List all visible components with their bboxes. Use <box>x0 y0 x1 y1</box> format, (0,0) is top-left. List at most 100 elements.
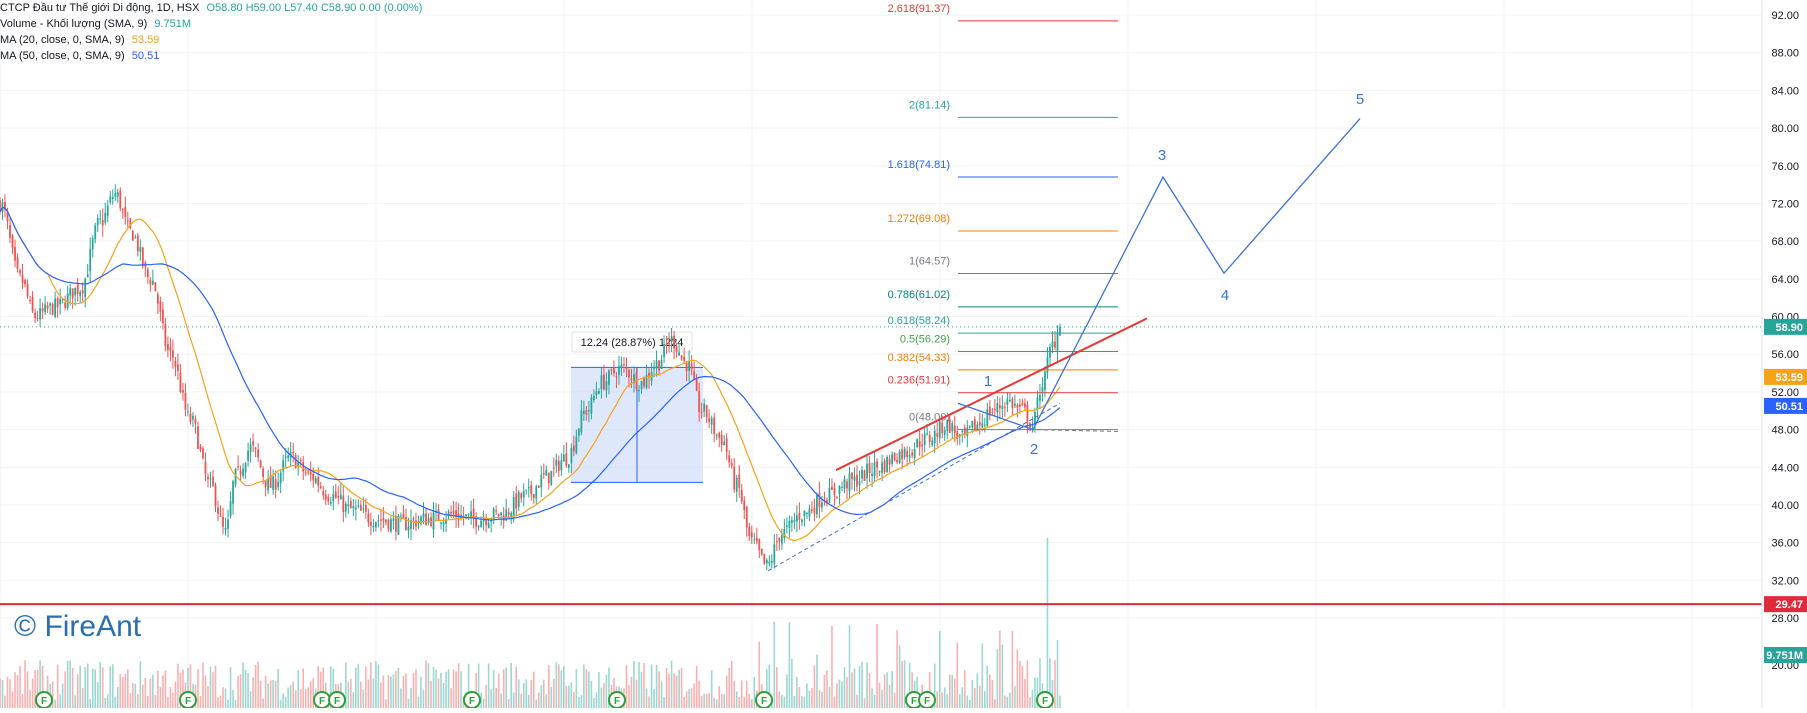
candle-body <box>587 410 590 412</box>
candle-body <box>698 390 701 413</box>
support-trendline <box>767 402 1061 572</box>
volume-bar <box>989 674 991 708</box>
price-badge: 29.47 <box>1764 596 1807 613</box>
volume-bar <box>713 697 715 708</box>
elliott-wave-label: 2 <box>1030 441 1038 458</box>
candle-body <box>309 472 312 475</box>
volume-bar <box>307 687 310 708</box>
candle <box>705 404 708 424</box>
volume-bar <box>941 692 944 708</box>
candle-body <box>74 287 77 296</box>
candle-body <box>733 466 736 490</box>
candle <box>520 491 523 503</box>
candle <box>114 184 117 201</box>
candle <box>868 456 871 483</box>
candle <box>663 335 665 363</box>
candle-body <box>708 418 711 422</box>
candle <box>700 402 703 419</box>
candle <box>26 279 29 299</box>
volume-bar <box>64 671 66 708</box>
candle-body <box>307 471 310 473</box>
candle <box>111 189 114 205</box>
candle-body <box>863 470 866 481</box>
candle-body <box>572 445 575 452</box>
candle <box>74 287 77 306</box>
candle <box>916 438 919 449</box>
candle-body <box>262 468 265 477</box>
candle <box>843 475 846 494</box>
volume-bar <box>410 687 412 708</box>
candle <box>738 465 741 498</box>
candle-body <box>888 458 891 465</box>
volume-bar <box>1029 697 1031 708</box>
event-marker-label: F <box>469 696 475 707</box>
volume-bar <box>693 683 695 708</box>
candle-body <box>104 212 107 223</box>
volume-bar <box>4 695 6 708</box>
price-badge-label: 9.751M <box>1766 650 1803 662</box>
candle-body <box>683 356 686 361</box>
volume-bar <box>452 669 455 708</box>
candle <box>785 517 788 534</box>
volume-bar <box>633 660 635 708</box>
candle <box>485 513 488 533</box>
candle-body <box>14 246 16 261</box>
candle <box>555 453 558 473</box>
candle-body <box>359 505 362 511</box>
volume-bar <box>986 665 989 708</box>
volume-bar <box>966 695 969 708</box>
fib-level-label: 0.5(56.29) <box>900 333 950 345</box>
volume-bar <box>740 680 743 708</box>
candle-body <box>690 363 693 370</box>
price-axis-tick: 72.00 <box>1771 198 1799 210</box>
volume-bar <box>573 691 575 708</box>
candle-body <box>547 472 550 484</box>
candle <box>379 509 382 532</box>
volume-bar <box>36 669 39 708</box>
volume-bar <box>981 643 984 708</box>
volume-bar <box>11 691 14 708</box>
volume-bar <box>1004 695 1006 708</box>
volume-bar <box>936 691 939 708</box>
price-badge-bg <box>1764 368 1807 385</box>
volume-bar <box>26 671 29 708</box>
volume-bar <box>492 670 495 708</box>
candle-body <box>332 494 335 502</box>
candle-body <box>600 375 603 390</box>
volume-bar <box>673 673 675 708</box>
volume-bar <box>159 686 162 708</box>
volume-bar <box>450 688 452 708</box>
volume-bar <box>527 694 530 708</box>
volume-bar <box>953 678 956 708</box>
candle <box>187 403 189 417</box>
volume-bar <box>397 667 400 708</box>
candle-body <box>237 466 239 468</box>
volume-bar <box>605 674 608 708</box>
price-badge: 53.59 <box>1764 368 1807 385</box>
candle <box>893 452 896 462</box>
candle-body <box>94 225 97 239</box>
candle-body <box>728 455 731 463</box>
candle-body <box>886 457 888 473</box>
volume-bar <box>836 683 838 708</box>
candle-body <box>257 449 260 458</box>
event-marker-f: F <box>179 691 197 709</box>
candle <box>224 517 227 536</box>
volume-bar <box>174 681 177 708</box>
volume-bar <box>585 669 588 708</box>
candle <box>665 336 668 354</box>
volume-bar <box>167 696 169 708</box>
volume-bar <box>798 687 801 708</box>
event-marker-label: F <box>334 696 340 707</box>
candle <box>878 470 881 477</box>
candle-body <box>222 516 224 527</box>
candle-body <box>718 432 721 438</box>
volume-bar <box>69 660 71 708</box>
volume-bar <box>119 673 122 708</box>
candle <box>46 301 49 313</box>
candle-body <box>217 507 219 514</box>
elliott-wave-label: 4 <box>1221 287 1229 304</box>
volume-bar <box>946 694 949 708</box>
